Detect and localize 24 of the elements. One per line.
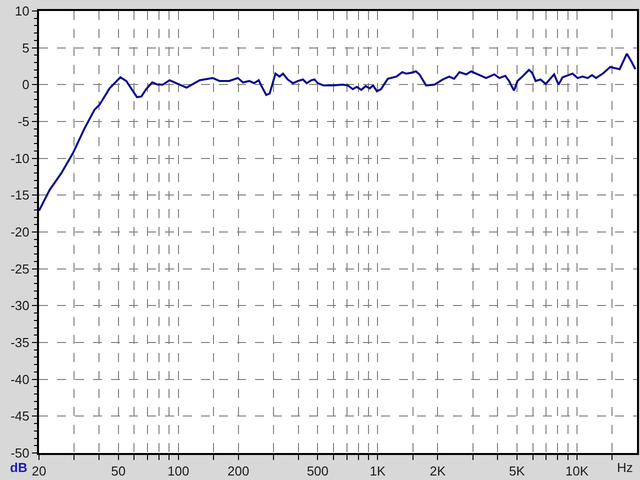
y-tick-label: -30 [10,298,30,314]
y-tick-label: -50 [10,446,30,461]
y-tick-label: 5 [22,40,30,56]
y-tick-label: -40 [10,372,30,387]
y-tick-label: -15 [10,188,30,203]
x-tick-label: 200 [227,464,250,479]
x-tick-label: 500 [306,464,329,479]
y-tick-label: -45 [10,408,30,424]
x-tick-label: 10K [565,464,589,479]
x-tick-label: 1K [370,464,386,479]
y-tick-label: -10 [10,150,30,166]
y-tick-label: 10 [14,4,30,19]
x-tick-label: 20 [32,464,46,479]
x-tick-label: 2K [430,464,446,479]
x-axis-title: Hz [617,460,633,475]
x-tick-label: 50 [111,464,126,479]
y-tick-label: 0 [22,77,30,92]
y-tick-label: -35 [10,335,30,350]
y-axis-title: dB [10,460,28,475]
y-tick-label: -5 [18,114,30,130]
x-tick-label: 100 [167,464,190,479]
y-tick-label: -20 [10,224,30,240]
x-tick-label: 5K [509,464,526,479]
y-tick-label: -25 [10,261,30,276]
